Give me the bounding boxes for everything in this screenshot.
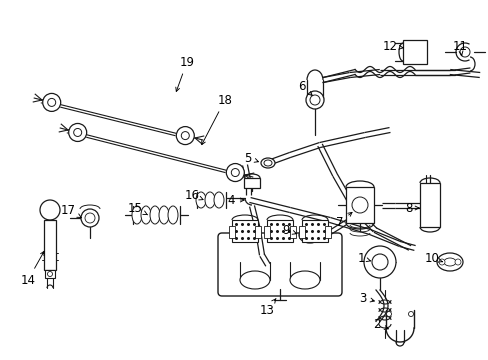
Circle shape [309,95,319,105]
Circle shape [85,213,95,223]
Bar [298,226,305,238]
Ellipse shape [436,253,462,271]
Circle shape [371,254,387,270]
Ellipse shape [159,206,169,224]
Bar [45,270,55,278]
Circle shape [74,129,81,136]
Circle shape [363,246,395,278]
Ellipse shape [132,206,142,224]
Circle shape [42,93,61,111]
FancyBboxPatch shape [218,233,341,296]
Ellipse shape [141,206,151,224]
Circle shape [300,233,305,238]
Circle shape [48,98,56,107]
Circle shape [305,91,324,109]
Bar [44,220,56,270]
Text: 7: 7 [336,212,351,229]
Text: 8: 8 [405,202,418,215]
Bar [266,220,292,242]
Text: 11: 11 [451,40,467,55]
Text: 5: 5 [244,152,258,165]
Circle shape [386,311,391,316]
Text: 10: 10 [424,252,442,265]
Text: 13: 13 [259,298,275,316]
Ellipse shape [196,192,205,208]
Ellipse shape [204,192,215,208]
Circle shape [81,209,99,227]
Text: 16: 16 [184,189,203,202]
Bar [228,226,235,238]
Bar [302,220,327,242]
Ellipse shape [168,206,178,224]
Ellipse shape [150,206,160,224]
Text: 6: 6 [298,80,311,95]
Text: 3: 3 [359,292,374,305]
Ellipse shape [443,258,455,266]
Text: 12: 12 [382,40,403,53]
Bar [264,226,269,238]
Circle shape [454,259,460,265]
Bar [244,178,260,188]
Text: 4: 4 [227,194,244,207]
Bar [325,226,330,238]
Bar [402,40,426,64]
Circle shape [438,259,444,265]
Text: 19: 19 [176,55,194,91]
Ellipse shape [261,158,274,168]
Circle shape [231,168,239,176]
Text: 1: 1 [357,252,370,265]
Text: 9: 9 [282,224,296,237]
Circle shape [407,311,413,316]
Bar [254,226,261,238]
Bar [289,226,295,238]
Circle shape [181,132,189,140]
Ellipse shape [298,227,320,243]
Bar [419,183,439,227]
Circle shape [68,123,86,141]
Ellipse shape [214,192,224,208]
Ellipse shape [304,231,315,239]
Circle shape [351,197,367,213]
Text: 14: 14 [20,251,44,287]
Text: 2: 2 [372,319,387,332]
Ellipse shape [240,271,269,289]
Circle shape [176,127,194,145]
Text: 15: 15 [127,202,147,215]
Circle shape [226,163,244,181]
Circle shape [47,271,52,276]
Ellipse shape [264,160,271,166]
Bar [231,220,258,242]
Text: 17: 17 [61,203,81,217]
Bar [346,187,373,223]
Circle shape [314,233,319,238]
Text: 18: 18 [202,94,232,145]
Circle shape [40,200,60,220]
Ellipse shape [289,271,319,289]
